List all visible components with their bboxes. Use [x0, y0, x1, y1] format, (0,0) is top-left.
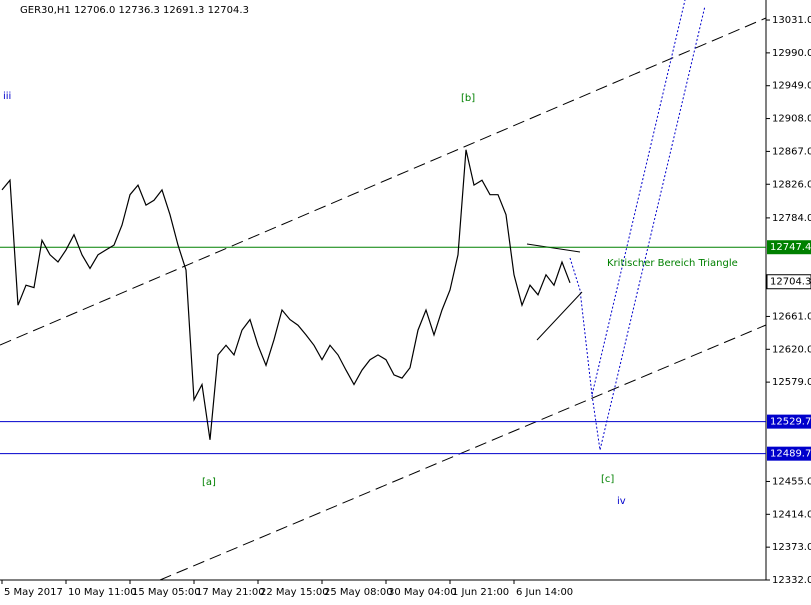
- x-tick-label: 22 May 15:00: [260, 587, 329, 598]
- annotation: [a]: [202, 477, 216, 488]
- y-tick-label: 12332.0: [772, 575, 811, 586]
- x-tick-label: 30 May 04:00: [388, 587, 457, 598]
- x-tick-label: 1 Jun 21:00: [452, 587, 509, 598]
- x-tick-label: 25 May 08:00: [324, 587, 393, 598]
- y-tick-label: 12867.0: [772, 146, 811, 157]
- y-tick-label: 12620.0: [772, 344, 811, 355]
- price-line: [1, 149, 571, 440]
- level-label-box: [767, 414, 811, 429]
- annotation: [b]: [461, 93, 475, 104]
- y-tick-label: 12373.0: [772, 542, 811, 553]
- y-tick-label: 12908.0: [772, 114, 811, 125]
- drawings: [0, 0, 767, 581]
- x-tick-label: 5 May 2017: [4, 587, 63, 598]
- price-label-box: [766, 274, 811, 290]
- level-label-box: [767, 446, 811, 461]
- channel-upper: [0, 17, 767, 346]
- x-tick-label: 6 Jun 14:00: [516, 587, 573, 598]
- level-label: 12747.4: [770, 242, 811, 253]
- channel-lower: [159, 324, 767, 581]
- y-tick-label: 12784.0: [772, 213, 811, 224]
- y-tick-label: 12990.0: [772, 48, 811, 59]
- y-tick-label: 12661.0: [772, 311, 811, 322]
- y-tick-label: 12949.0: [772, 81, 811, 92]
- triangle-line: [526, 243, 581, 253]
- y-tick-label: 12826.0: [772, 179, 811, 190]
- level-label: 12529.7: [770, 417, 811, 428]
- projection: [569, 0, 686, 396]
- x-tick-label: 17 May 21:00: [196, 587, 265, 598]
- x-tick-label: 15 May 05:00: [132, 587, 201, 598]
- y-tick-label: 13031.0: [772, 15, 811, 26]
- y-tick-label: 12414.0: [772, 509, 811, 520]
- chart-title: GER30,H1 12706.0 12736.3 12691.3 12704.3: [20, 5, 249, 16]
- price-label: 12704.3: [770, 277, 811, 288]
- level-label: 12489.7: [770, 449, 811, 460]
- annotation: iii: [3, 91, 11, 102]
- annotation: [c]: [601, 474, 614, 485]
- x-tick-label: 10 May 11:00: [68, 587, 137, 598]
- triangle-line: [536, 291, 583, 341]
- y-tick-label: 12579.0: [772, 377, 811, 388]
- annotation: iv: [617, 496, 626, 507]
- level-label-box: [767, 240, 811, 255]
- y-tick-label: 12455.0: [772, 476, 811, 487]
- annotation: Kritischer Bereich Triangle: [607, 258, 738, 269]
